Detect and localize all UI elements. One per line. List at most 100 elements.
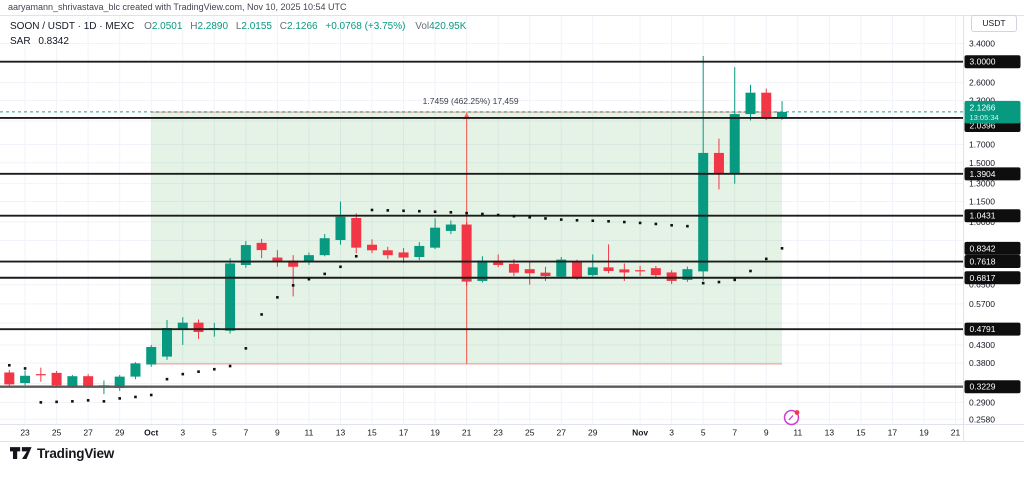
time-tick-label: 3 xyxy=(669,428,674,438)
candle xyxy=(666,272,677,281)
candle xyxy=(303,255,314,262)
price-badge-label: 3.0000 xyxy=(970,57,996,67)
time-tick-label: 25 xyxy=(52,428,62,438)
time-tick-label: 25 xyxy=(525,428,535,438)
sar-dot xyxy=(197,370,200,373)
price-axis[interactable]: 3.4000 2.6000 2.3000 1.7000 1.5000 1.3000 1.15… xyxy=(964,38,1021,424)
price-badge xyxy=(964,271,1021,285)
candle xyxy=(114,376,125,389)
time-tick-label: 11 xyxy=(793,428,802,438)
time-tick-label: 17 xyxy=(399,428,409,438)
time-tick-label: 7 xyxy=(732,428,737,438)
candle xyxy=(729,114,740,174)
symbol-title[interactable]: SOON / USDT · 1D · MEXC xyxy=(10,21,135,32)
tradingview-logo[interactable]: TradingView xyxy=(10,446,114,461)
sar-dot xyxy=(55,400,58,404)
candle xyxy=(335,216,346,241)
price-badge-label: 0.8342 xyxy=(970,243,996,253)
candle xyxy=(430,227,441,248)
time-tick-label: 9 xyxy=(764,428,769,438)
sar-dot xyxy=(402,209,405,213)
volume-label: Vol xyxy=(415,21,430,32)
candlesticks xyxy=(4,56,788,395)
candle xyxy=(414,245,425,257)
candle xyxy=(540,272,551,276)
price-tick-label: 0.6500 xyxy=(969,280,995,290)
sar-dot xyxy=(354,254,358,258)
candle xyxy=(524,269,535,274)
attribution-text: aaryamann_shrivastava_blc created with T… xyxy=(8,2,347,12)
price-tick-label: 1.1500 xyxy=(969,197,995,207)
sar-dot xyxy=(134,395,137,399)
close-value: 2.1266 xyxy=(287,21,318,32)
tradingview-logo-icon xyxy=(10,447,32,459)
price-badge-label: 0.3229 xyxy=(970,382,996,392)
sar-dot xyxy=(339,265,342,269)
candle xyxy=(319,238,330,256)
candle xyxy=(272,257,283,262)
price-badge xyxy=(964,55,1021,69)
open-label: O xyxy=(144,21,152,32)
sar-dot xyxy=(71,400,74,403)
time-tick-label: 5 xyxy=(701,428,706,438)
time-axis[interactable]: 23 25 27 29 Oct 3 5 7 9 11 13 15 17 19 21 23 25 27 29 Nov 3 5… xyxy=(20,428,960,438)
time-tick-label: 29 xyxy=(588,428,598,438)
time-tick-label: 3 xyxy=(180,428,185,438)
sar-dot xyxy=(8,363,11,367)
candle xyxy=(650,268,661,276)
candle xyxy=(682,269,693,280)
price-badge-label: 2.0396 xyxy=(970,120,996,130)
time-tick-label: 19 xyxy=(430,428,440,438)
sar-dot xyxy=(323,272,326,276)
price-badge xyxy=(964,322,1021,336)
volume-value: 420.95K xyxy=(429,21,467,32)
low-value: 2.0155 xyxy=(241,21,272,32)
sar-dot xyxy=(228,364,232,368)
change-value: +0.0768 (+3.75%) xyxy=(325,21,406,32)
price-tick-label: 0.2580 xyxy=(969,414,995,424)
time-tick-label: 27 xyxy=(83,428,93,438)
sar-indicator-name: SAR xyxy=(10,36,31,47)
horizontal-level-lines[interactable] xyxy=(0,60,963,388)
candle xyxy=(619,269,630,273)
candle xyxy=(587,267,598,276)
price-tick-label: 0.4300 xyxy=(969,340,995,350)
sar-dot xyxy=(623,220,626,224)
event-marker-icon[interactable] xyxy=(782,408,801,427)
price-badge-label: 0.7618 xyxy=(970,257,996,267)
sar-dot xyxy=(701,281,705,285)
candle xyxy=(367,244,378,251)
candle xyxy=(256,242,267,251)
price-badge-label: 0.4791 xyxy=(970,324,996,334)
candle xyxy=(177,322,188,329)
candle xyxy=(713,152,724,174)
sar-dot xyxy=(512,214,516,218)
time-tick-label: 23 xyxy=(493,428,503,438)
sar-dot xyxy=(433,210,437,214)
sar-dot xyxy=(370,208,374,212)
sar-dot xyxy=(291,284,295,287)
sar-dot xyxy=(575,218,579,222)
currency-unit-button[interactable]: USDT xyxy=(971,15,1017,32)
price-tick-label: 0.2900 xyxy=(969,397,995,407)
sar-dot xyxy=(780,247,784,250)
sar-dot xyxy=(213,367,216,371)
sar-dot xyxy=(764,257,768,261)
sar-indicator-row[interactable]: SAR 0.8342 xyxy=(10,36,69,47)
plot-area[interactable]: 1.7459 (462.25%) 17,459 xyxy=(0,16,963,424)
price-tick-label: 1.5000 xyxy=(969,158,995,168)
sar-dot xyxy=(165,377,169,381)
time-tick-label: 7 xyxy=(243,428,248,438)
candle xyxy=(508,263,519,273)
time-tick-label: 11 xyxy=(305,428,314,438)
high-label: H xyxy=(190,21,198,32)
sar-dot xyxy=(102,400,106,403)
sar-dot xyxy=(181,372,185,376)
price-badge xyxy=(964,209,1021,223)
sar-dot xyxy=(260,313,263,316)
time-tick-label: 17 xyxy=(888,428,898,438)
symbol-header: SOON / USDT · 1D · MEXC O2.0501 H2.2890 … xyxy=(10,21,471,32)
candle xyxy=(35,374,46,376)
last-price-badge xyxy=(964,100,1021,124)
